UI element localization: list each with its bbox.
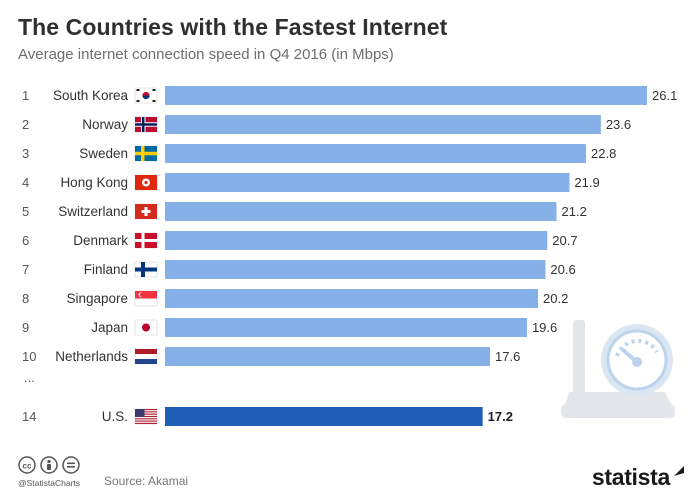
value-label: 20.6 bbox=[550, 262, 575, 277]
rank-label: 2 bbox=[22, 117, 29, 132]
chart-row: 2 Norway 23.6 bbox=[22, 115, 631, 134]
ellipsis-label: ... bbox=[24, 370, 35, 385]
rank-label: 7 bbox=[22, 262, 29, 277]
value-label: 20.2 bbox=[543, 291, 568, 306]
rank-label: 4 bbox=[22, 175, 29, 190]
country-label: Denmark bbox=[73, 233, 128, 248]
rank-label: 6 bbox=[22, 233, 29, 248]
chart-title: The Countries with the Fastest Internet bbox=[18, 14, 448, 40]
rank-label: 10 bbox=[22, 349, 36, 364]
brand-text: statista bbox=[591, 464, 670, 490]
bar bbox=[165, 86, 647, 105]
rank-label: 14 bbox=[22, 409, 36, 424]
chart-row: 4 Hong Kong 21.9 bbox=[22, 173, 600, 192]
cc-icon: cc bbox=[18, 456, 36, 474]
rank-label: 5 bbox=[22, 204, 29, 219]
country-label: Japan bbox=[91, 320, 128, 335]
value-label: 17.2 bbox=[488, 409, 513, 424]
netherlands-flag-icon bbox=[134, 348, 158, 365]
singapore-flag-icon bbox=[134, 290, 158, 307]
chart-subtitle: Average internet connection speed in Q4 … bbox=[18, 46, 394, 63]
value-label: 19.6 bbox=[532, 320, 557, 335]
country-label: U.S. bbox=[102, 409, 128, 424]
chart-row: 10 Netherlands 17.6 bbox=[22, 347, 520, 366]
bar bbox=[165, 115, 601, 134]
norway-flag-icon bbox=[134, 116, 158, 133]
rank-label: 3 bbox=[22, 146, 29, 161]
license-icons: cc bbox=[18, 456, 84, 479]
chart-row: 5 Switzerland 21.2 bbox=[22, 202, 587, 221]
footer-source: Source: Akamai bbox=[104, 474, 189, 488]
bar bbox=[165, 347, 491, 366]
chart-row: 8 Singapore 20.2 bbox=[22, 289, 568, 308]
value-label: 21.9 bbox=[574, 175, 599, 190]
south-korea-flag-icon bbox=[134, 87, 158, 104]
brand-mark-icon bbox=[674, 466, 684, 476]
value-label: 23.6 bbox=[606, 117, 631, 132]
chart-row: 14 U.S. 17.2 bbox=[22, 407, 513, 426]
svg-text:cc: cc bbox=[23, 462, 32, 471]
chart-row: 3 Sweden 22.8 bbox=[22, 144, 616, 163]
chart-row: 1 South Korea 26.1 bbox=[22, 86, 677, 105]
bar bbox=[165, 407, 483, 426]
value-label: 17.6 bbox=[495, 349, 520, 364]
value-label: 20.7 bbox=[552, 233, 577, 248]
value-label: 21.2 bbox=[562, 204, 587, 219]
chart-row: 7 Finland 20.6 bbox=[22, 260, 576, 279]
bar bbox=[165, 231, 548, 250]
footer-handle: @StatistaCharts bbox=[18, 478, 81, 488]
country-label: Switzerland bbox=[58, 204, 128, 219]
sweden-flag-icon bbox=[134, 145, 158, 162]
bar bbox=[165, 202, 557, 221]
country-label: South Korea bbox=[53, 88, 129, 103]
japan-flag-icon bbox=[134, 319, 158, 336]
denmark-flag-icon bbox=[134, 232, 158, 249]
bar bbox=[165, 173, 570, 192]
chart-rows: 1 South Korea 26.1 2 Norway 23.6 3 Sweden 22.8 4 H… bbox=[22, 86, 677, 426]
rank-label: 1 bbox=[22, 88, 29, 103]
country-label: Sweden bbox=[79, 146, 128, 161]
us-flag-icon bbox=[134, 408, 158, 425]
country-label: Netherlands bbox=[55, 349, 128, 364]
speedometer-decoration-icon bbox=[561, 320, 675, 418]
bar bbox=[165, 289, 539, 308]
finland-flag-icon bbox=[134, 261, 158, 278]
bar bbox=[165, 318, 527, 337]
country-label: Singapore bbox=[66, 291, 128, 306]
switzerland-flag-icon bbox=[134, 203, 158, 220]
bar bbox=[165, 144, 587, 163]
rank-label: 9 bbox=[22, 320, 29, 335]
value-label: 26.1 bbox=[652, 88, 677, 103]
hong-kong-flag-icon bbox=[134, 174, 158, 191]
no-derivatives-icon bbox=[62, 456, 80, 474]
value-label: 22.8 bbox=[591, 146, 616, 161]
rank-label: 8 bbox=[22, 291, 29, 306]
country-label: Hong Kong bbox=[60, 175, 128, 190]
statista-logo: statista bbox=[592, 464, 686, 491]
attribution-icon bbox=[40, 456, 58, 474]
bar bbox=[165, 260, 546, 279]
country-label: Finland bbox=[84, 262, 128, 277]
chart-row: 6 Denmark 20.7 bbox=[22, 231, 578, 250]
chart-row: 9 Japan 19.6 bbox=[22, 318, 557, 337]
country-label: Norway bbox=[82, 117, 128, 132]
